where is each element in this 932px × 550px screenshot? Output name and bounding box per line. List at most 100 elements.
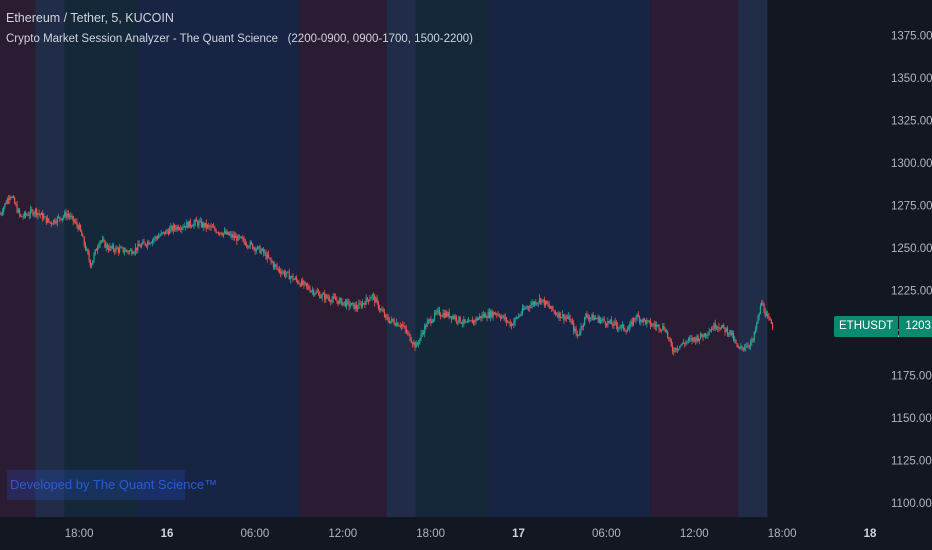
candle-body bbox=[714, 323, 716, 329]
candle-body bbox=[158, 236, 160, 239]
candle-body bbox=[68, 215, 71, 218]
candle-body bbox=[172, 225, 174, 231]
candle-body bbox=[620, 325, 622, 328]
candle-body bbox=[416, 343, 419, 344]
candle-body bbox=[591, 314, 593, 318]
candle-body bbox=[669, 338, 671, 341]
candle-body bbox=[709, 330, 711, 332]
candle-body bbox=[566, 317, 569, 319]
candle-body bbox=[0, 213, 2, 215]
candle-body bbox=[57, 216, 60, 218]
candle-body bbox=[684, 343, 686, 345]
last-price-label: ETHUSDT 1203.98 bbox=[834, 316, 932, 337]
candle-body bbox=[33, 212, 35, 215]
candle-body bbox=[137, 243, 139, 251]
candle-body bbox=[22, 216, 24, 218]
candle-body bbox=[10, 197, 12, 198]
candle-body bbox=[444, 312, 447, 318]
candle-body bbox=[272, 262, 275, 267]
candle-body bbox=[519, 315, 521, 316]
price-axis[interactable]: 1375.00 1350.00 1325.00 1300.00 1275.00 1250.… bbox=[870, 0, 932, 517]
candle-body bbox=[549, 307, 552, 309]
candle-body bbox=[319, 293, 321, 299]
candle-body bbox=[282, 271, 284, 273]
candle-body bbox=[3, 207, 5, 213]
time-axis[interactable]: 18:00 16 06:00 12:00 18:00 17 06:00 12:00 18:00 1… bbox=[0, 517, 932, 550]
candle-body bbox=[420, 333, 422, 339]
candle-body bbox=[418, 342, 420, 344]
session-band-asia bbox=[650, 0, 739, 517]
candle-body bbox=[612, 324, 614, 326]
candle-body bbox=[192, 226, 194, 227]
candle-body bbox=[525, 307, 527, 309]
indicator-legend[interactable]: Crypto Market Session Analyzer - The Qua… bbox=[6, 31, 473, 47]
candle-body bbox=[503, 315, 505, 320]
candle-body bbox=[455, 316, 458, 321]
candle-body bbox=[285, 274, 287, 276]
candle-body bbox=[29, 209, 32, 215]
candle-body bbox=[454, 316, 456, 319]
candle-body bbox=[597, 316, 599, 320]
candle-body bbox=[220, 232, 222, 235]
candle-body bbox=[671, 345, 674, 352]
candle-body bbox=[676, 349, 678, 351]
candle-body bbox=[698, 338, 700, 341]
candle-body bbox=[120, 247, 122, 249]
candle-body bbox=[502, 315, 504, 317]
candle-body bbox=[148, 241, 150, 245]
candle-body bbox=[264, 252, 266, 254]
candle-body bbox=[532, 302, 534, 305]
candle-body bbox=[426, 321, 428, 327]
symbol-title[interactable]: Ethereum / Tether, 5, KUCOIN bbox=[6, 11, 174, 25]
time-tick-label: 18:00 bbox=[416, 528, 445, 540]
candle-body bbox=[497, 314, 499, 316]
candle-body bbox=[239, 236, 242, 238]
candle-body bbox=[93, 254, 95, 261]
candle-body bbox=[553, 310, 555, 312]
candle-body bbox=[382, 310, 384, 312]
candle-body bbox=[610, 319, 613, 325]
price-tick-label: 1350.00 bbox=[891, 73, 932, 85]
candle-body bbox=[352, 302, 354, 304]
candle-body bbox=[236, 236, 238, 241]
session-band-us bbox=[137, 0, 299, 517]
candle-body bbox=[300, 280, 303, 287]
candle-body bbox=[346, 300, 348, 307]
candle-body bbox=[204, 222, 206, 228]
candle-body bbox=[316, 291, 318, 293]
candle-body bbox=[245, 245, 248, 246]
price-tick-label: 1300.00 bbox=[891, 158, 932, 170]
candle-body bbox=[392, 318, 394, 322]
candle-body bbox=[115, 247, 117, 252]
candle-body bbox=[291, 275, 293, 278]
candle-body bbox=[637, 314, 639, 317]
candle-body bbox=[514, 318, 516, 322]
candle-body bbox=[327, 297, 329, 299]
candle-body bbox=[565, 317, 567, 319]
candle-body bbox=[411, 342, 414, 345]
candle-body bbox=[342, 302, 344, 306]
candle-body bbox=[25, 212, 27, 216]
candle-body bbox=[111, 245, 113, 248]
price-label-symbol: ETHUSDT bbox=[834, 316, 899, 337]
candle-body bbox=[269, 257, 271, 259]
time-tick-label: 18:00 bbox=[65, 528, 94, 540]
candle-body bbox=[725, 328, 727, 332]
candle-body bbox=[344, 301, 347, 307]
candle-body bbox=[198, 221, 200, 226]
candle-body bbox=[244, 241, 246, 246]
candle-body bbox=[403, 326, 405, 327]
candle-body bbox=[165, 230, 167, 235]
candle-body bbox=[440, 315, 442, 316]
candle-body bbox=[211, 226, 213, 228]
candle-body bbox=[181, 227, 183, 230]
candle-body bbox=[289, 277, 292, 280]
candle-body bbox=[283, 271, 285, 276]
candle-body bbox=[84, 244, 87, 250]
candle-body bbox=[747, 345, 749, 347]
candle-body bbox=[15, 203, 17, 205]
candle-body bbox=[469, 320, 471, 322]
session-band-asia bbox=[0, 0, 36, 517]
